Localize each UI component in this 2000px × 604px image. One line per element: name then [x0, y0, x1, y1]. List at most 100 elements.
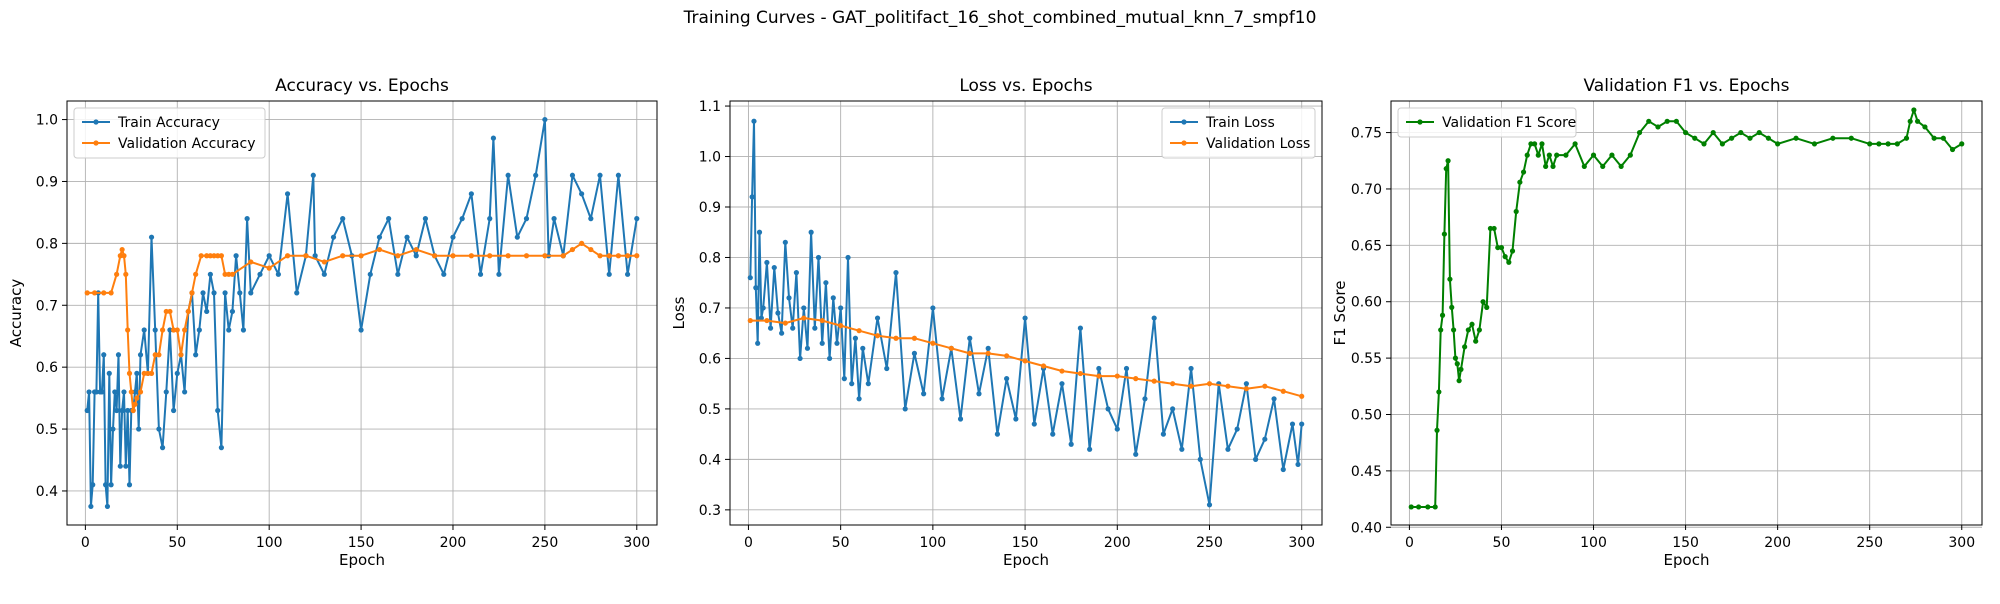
data-point [1673, 118, 1679, 124]
loss-chart-title: Loss vs. Epochs [959, 76, 1092, 96]
data-point [1931, 135, 1937, 141]
data-point [137, 389, 144, 395]
data-point [624, 271, 631, 277]
data-point [856, 396, 862, 402]
data-point [266, 265, 272, 271]
data-point [615, 253, 622, 259]
x-tick-label: 200 [440, 535, 467, 551]
accuracy-x-axis-label: Epoch [339, 551, 385, 569]
data-point [1133, 451, 1139, 457]
f1-y-axis-label: F1 Score [1331, 281, 1349, 346]
data-point [782, 239, 788, 245]
data-point [1087, 446, 1093, 452]
data-point [771, 264, 777, 271]
data-point [1022, 358, 1028, 364]
data-point [1600, 163, 1606, 170]
data-point [1528, 141, 1534, 147]
data-point [874, 333, 881, 339]
data-point [130, 407, 136, 414]
data-point [159, 445, 166, 451]
legend-box [1161, 107, 1316, 159]
data-point [132, 401, 138, 407]
legend-label: Train Accuracy [117, 115, 220, 131]
data-point [1142, 396, 1148, 402]
y-tick-label: 0.65 [1351, 238, 1382, 254]
data-point [1114, 426, 1120, 432]
data-point [804, 345, 811, 351]
data-point [1439, 312, 1446, 318]
data-point [1280, 388, 1286, 394]
data-point [101, 352, 107, 358]
data-point [257, 271, 263, 277]
data-point [1077, 325, 1084, 331]
y-tick-label: 0.8 [36, 236, 58, 252]
data-point [376, 234, 383, 240]
data-point [1581, 163, 1587, 170]
loss-chart: 0 50 100 150 200 250 300 0.3 0.4 0.5 0.6 0.7 0.8 0.9 1… [670, 76, 1323, 569]
data-point [284, 191, 291, 197]
x-tick-label: 0 [81, 535, 90, 551]
data-point [125, 407, 131, 414]
data-point [533, 172, 539, 178]
data-point [1903, 135, 1910, 141]
data-point [1543, 163, 1549, 170]
data-point [1636, 129, 1643, 136]
y-tick-label: 0.60 [1351, 295, 1382, 311]
data-point [523, 253, 530, 259]
data-point [826, 355, 833, 362]
data-point [386, 216, 392, 222]
data-point [441, 271, 447, 277]
data-point [588, 246, 594, 253]
x-tick-label: 50 [168, 535, 186, 551]
loss-y-axis-label: Loss [670, 296, 688, 329]
data-point [156, 352, 162, 358]
data-point [1563, 152, 1569, 158]
data-point [1487, 225, 1494, 232]
data-point [1068, 441, 1074, 447]
data-point [112, 389, 118, 395]
series-markers-1 [747, 118, 1305, 508]
data-point [1262, 383, 1268, 389]
legend-swatch-marker [93, 119, 99, 125]
data-point [985, 350, 991, 356]
data-point [1299, 421, 1305, 427]
data-point [1225, 446, 1231, 452]
data-point [1243, 386, 1249, 392]
data-point [1914, 118, 1921, 124]
data-point [1450, 327, 1457, 333]
data-point [1554, 152, 1560, 158]
data-point [240, 327, 247, 333]
accuracy-y-axis-label: Accuracy [7, 279, 25, 348]
data-point [860, 345, 866, 351]
x-tick-label: 300 [1288, 535, 1315, 551]
series-markers-2 [747, 315, 1305, 399]
data-point [1160, 431, 1166, 437]
data-point [751, 118, 757, 124]
figure-suptitle: Training Curves - GAT_politifact_16_shot… [683, 8, 1317, 28]
data-point [413, 246, 419, 253]
y-tick-label: 0.3 [699, 503, 721, 519]
data-point [1262, 436, 1268, 442]
data-point [1040, 363, 1047, 369]
data-point [110, 426, 116, 432]
data-point [211, 253, 217, 259]
data-point [523, 216, 530, 222]
data-point [413, 253, 419, 259]
y-tick-label: 0.70 [1351, 182, 1382, 198]
data-point [747, 317, 753, 324]
data-point [753, 285, 759, 291]
data-point [1535, 152, 1541, 158]
data-point [1627, 152, 1633, 158]
y-tick-label: 0.9 [699, 200, 721, 216]
data-point [1894, 141, 1900, 147]
data-point [634, 216, 640, 222]
data-point [490, 135, 497, 141]
data-point [148, 234, 155, 240]
data-point [1022, 315, 1028, 321]
data-point [615, 172, 622, 178]
data-point [1438, 327, 1444, 333]
data-point [121, 389, 127, 395]
data-point [1077, 370, 1084, 377]
data-point [134, 395, 140, 401]
data-point [1646, 118, 1652, 124]
